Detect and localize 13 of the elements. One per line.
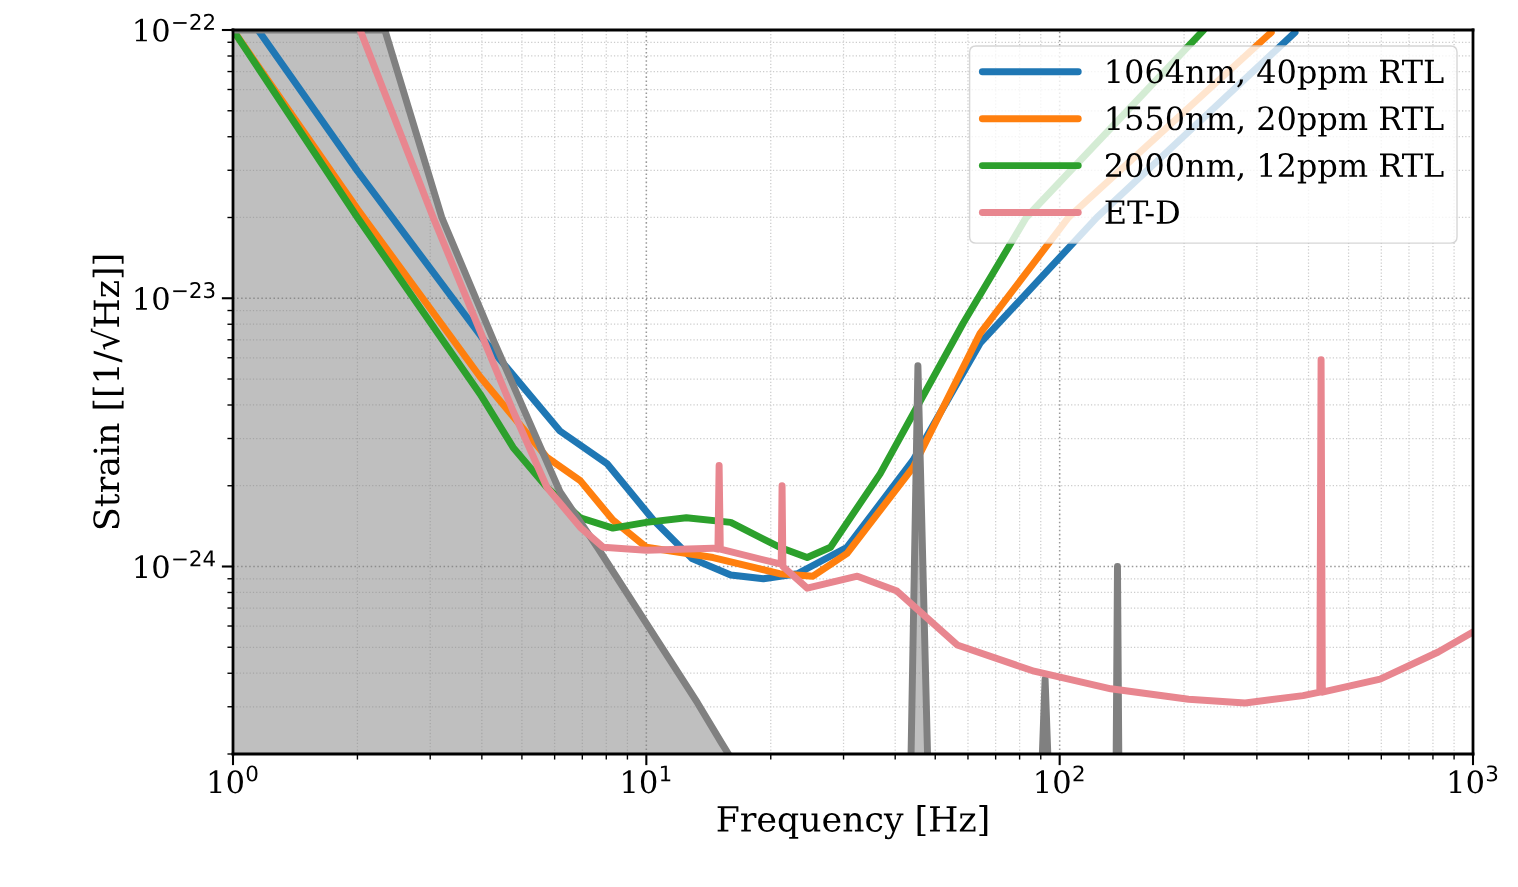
legend-label: 1064nm, 40ppm RTL	[1107, 59, 1444, 90]
x-tick-label: 10$^{2}$	[1036, 765, 1084, 794]
legend-label: ET-D	[1105, 200, 1179, 224]
legend-label: 1550nm, 20ppm RTL	[1107, 106, 1444, 137]
y-axis-title: Strain [[1/√Hz]]	[90, 255, 124, 529]
x-tick-label: 10$^{0}$	[209, 765, 258, 794]
y-tick-label: 10$^{−22}$	[135, 13, 214, 42]
y-tick-label: 10$^{−23}$	[135, 282, 215, 311]
x-tick-label: 10$^{1}$	[623, 765, 671, 794]
y-tick-label: 10$^{−24}$	[135, 550, 215, 579]
x-tick-label: 10$^{3}$	[1449, 765, 1498, 794]
x-axis-title: Frequency [Hz]	[717, 805, 988, 840]
legend-label: 2000nm, 12ppm RTL	[1105, 153, 1444, 184]
